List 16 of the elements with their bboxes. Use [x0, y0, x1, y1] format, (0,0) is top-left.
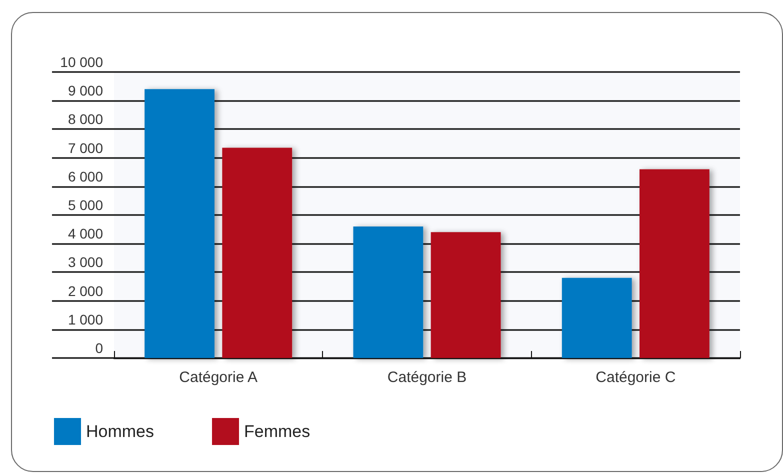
legend-label: Femmes — [244, 422, 310, 441]
y-tick-label: 0 — [95, 340, 104, 356]
y-tick-label: 4 000 — [68, 226, 104, 242]
y-tick-label: 8 000 — [68, 111, 104, 128]
y-tick-label: 6 000 — [68, 168, 104, 184]
y-tick-label: 10 000 — [60, 54, 104, 70]
y-tick-label: 1 000 — [68, 311, 104, 328]
y-tick-label: 3 000 — [68, 254, 104, 270]
legend-label: Hommes — [86, 422, 154, 441]
x-tick-label: Catégorie B — [387, 369, 467, 386]
y-tick-label: 7 000 — [68, 140, 104, 156]
x-tick-label: Catégorie A — [179, 369, 258, 386]
y-tick-label: 5 000 — [68, 197, 104, 213]
x-tick-label: Catégorie C — [596, 369, 676, 386]
y-tick-label: 2 000 — [68, 282, 104, 299]
y-tick-label: 9 000 — [68, 82, 104, 99]
